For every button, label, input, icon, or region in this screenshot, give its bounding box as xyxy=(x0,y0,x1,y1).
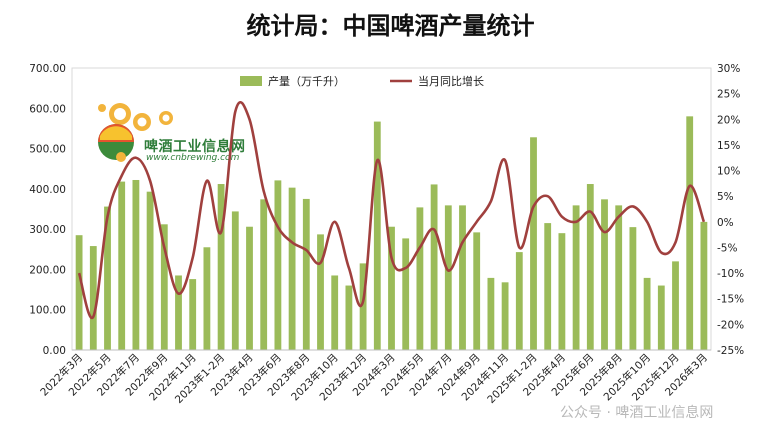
bar xyxy=(373,121,381,350)
bar xyxy=(586,184,594,350)
bar xyxy=(89,246,97,350)
bar xyxy=(132,179,140,350)
bar xyxy=(430,184,438,350)
bar xyxy=(459,205,466,350)
y-right-tick-label: 25% xyxy=(717,89,740,101)
bar xyxy=(487,277,495,350)
bar xyxy=(302,198,310,350)
beer-logo-icon xyxy=(98,103,173,162)
logo xyxy=(88,102,278,164)
bar xyxy=(388,226,395,350)
bar xyxy=(75,235,83,350)
bar xyxy=(317,234,324,350)
y-left-tick-label: 700.00 xyxy=(29,63,66,75)
y-right-tick-label: 30% xyxy=(717,63,740,75)
y-right-tick-label: -15% xyxy=(717,294,744,306)
y-right-tick-label: -5% xyxy=(717,242,737,254)
bar xyxy=(345,285,353,350)
bar xyxy=(288,187,296,350)
bar xyxy=(189,279,197,350)
bar xyxy=(672,261,679,350)
bar xyxy=(175,275,182,350)
bar xyxy=(643,277,651,350)
y-right-tick-label: 20% xyxy=(717,114,740,126)
bar xyxy=(657,285,665,350)
bar xyxy=(558,233,566,350)
y-left-tick-label: 400.00 xyxy=(29,184,66,196)
y-right-tick-label: -10% xyxy=(717,268,744,280)
bar xyxy=(274,180,282,350)
y-right-tick-label: 0% xyxy=(717,217,734,229)
bar xyxy=(572,205,580,350)
bar xyxy=(473,232,481,350)
bar xyxy=(615,205,623,350)
bar xyxy=(260,199,268,350)
bar xyxy=(501,282,509,350)
y-right-tick-label: -20% xyxy=(717,319,744,331)
bar xyxy=(331,275,339,350)
bar xyxy=(544,223,552,350)
bar xyxy=(118,181,126,350)
bar xyxy=(246,226,253,350)
y-right-tick-label: -25% xyxy=(717,345,744,357)
bar xyxy=(416,207,424,350)
y-left-tick-label: 0.00 xyxy=(43,345,66,357)
logo-name: 啤酒工业信息网 xyxy=(144,139,246,155)
logo-url: www.cnbrewing.com xyxy=(146,153,240,163)
y-right-tick-label: 15% xyxy=(717,140,740,152)
bar xyxy=(629,227,637,350)
bar xyxy=(146,191,154,350)
watermark-text: 公众号 · 啤酒工业信息网 xyxy=(560,405,714,421)
bar xyxy=(217,184,225,350)
bar xyxy=(203,247,211,350)
legend-line-label: 当月同比增长 xyxy=(418,74,484,88)
legend-bar-label: 产量（万千升） xyxy=(268,74,345,88)
bar xyxy=(359,263,367,350)
bar xyxy=(104,206,111,350)
y-left-tick-label: 500.00 xyxy=(29,144,66,156)
y-left-tick-label: 300.00 xyxy=(29,224,66,236)
bar xyxy=(601,199,608,350)
y-left-tick-label: 200.00 xyxy=(29,264,66,276)
bar xyxy=(700,221,708,350)
bar xyxy=(530,137,537,350)
y-right-tick-label: 5% xyxy=(717,191,734,203)
chart-title: 统计局：中国啤酒产量统计 xyxy=(246,11,535,40)
bar xyxy=(402,238,410,350)
y-right-tick-label: 10% xyxy=(717,166,740,178)
bar xyxy=(686,116,694,350)
bar xyxy=(444,205,452,350)
bar xyxy=(231,211,239,350)
bar xyxy=(160,224,168,350)
y-left-tick-label: 600.00 xyxy=(29,103,66,115)
y-left-tick-label: 100.00 xyxy=(29,305,66,317)
legend-bar-swatch xyxy=(240,76,262,86)
bar xyxy=(515,252,523,350)
growth-line xyxy=(77,100,706,320)
